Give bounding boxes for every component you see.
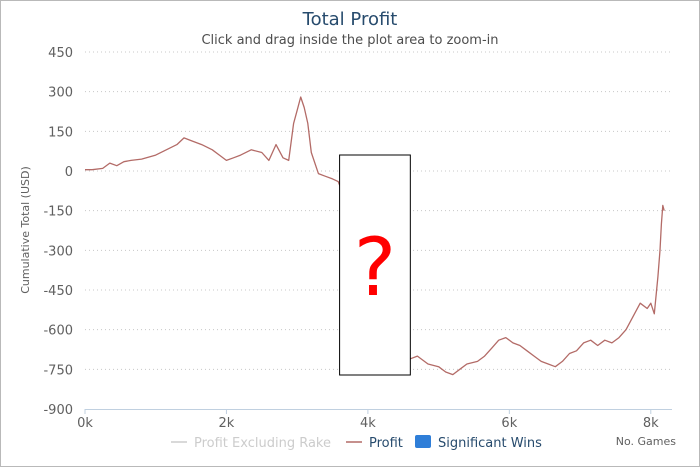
hidden-region-box — [339, 154, 411, 376]
y-tick-label: -600 — [43, 324, 73, 339]
y-tick-label: -150 — [43, 205, 73, 220]
y-axis-ticks: 450 300 150 0 -150 -300 -450 -600 -750 -900 — [43, 46, 73, 418]
legend-item-profit[interactable]: Profit — [346, 436, 403, 451]
y-tick-label: 300 — [48, 86, 73, 101]
legend-item-significant-wins[interactable]: Significant Wins — [415, 435, 542, 451]
x-axis-ticks: 0k 2k 4k 6k 8k — [77, 409, 659, 431]
chart-subtitle: Click and drag inside the plot area to z… — [201, 33, 499, 48]
x-axis-label: No. Games — [616, 435, 677, 448]
legend-label-profit: Profit — [369, 436, 403, 451]
y-tick-label: -300 — [43, 244, 73, 259]
y-axis-label: Cumulative Total (USD) — [19, 166, 32, 294]
y-tick-label: -900 — [43, 403, 73, 418]
y-tick-label: 150 — [48, 125, 73, 140]
x-tick-label: 4k — [360, 416, 376, 431]
chart-title: Total Profit — [302, 9, 398, 30]
series-line-profit — [85, 96, 665, 376]
x-tick-label: 2k — [219, 416, 235, 431]
legend-label-excluding: Profit Excluding Rake — [194, 436, 331, 451]
hidden-region-overlay: ? — [339, 154, 411, 376]
y-tick-label: -450 — [43, 284, 73, 299]
y-tick-label: 0 — [65, 165, 73, 180]
series-group — [85, 96, 665, 376]
legend: Profit Excluding Rake Profit Significant… — [171, 435, 542, 451]
question-mark: ? — [354, 221, 396, 314]
x-tick-label: 6k — [501, 416, 517, 431]
y-tick-label: -750 — [43, 363, 73, 378]
legend-swatch-significant — [415, 435, 431, 448]
x-tick-label: 0k — [77, 416, 93, 431]
legend-label-significant: Significant Wins — [438, 436, 542, 451]
y-tick-label: 450 — [48, 46, 73, 61]
legend-item-profit-excluding-rake[interactable]: Profit Excluding Rake — [171, 436, 331, 451]
x-tick-label: 8k — [643, 416, 659, 431]
